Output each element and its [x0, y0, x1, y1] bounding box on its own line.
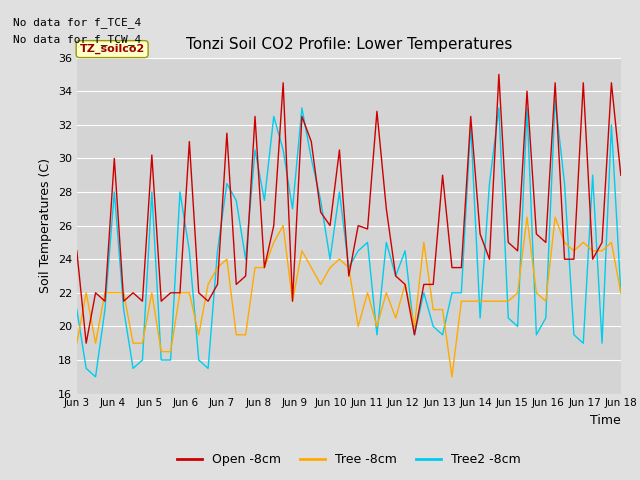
Tree -8cm: [448, 374, 456, 380]
Line: Open -8cm: Open -8cm: [77, 74, 621, 343]
Open -8cm: [167, 290, 175, 296]
Tree -8cm: [214, 264, 221, 270]
Text: No data for f_TCE_4: No data for f_TCE_4: [13, 17, 141, 28]
Tree2 -8cm: [92, 374, 99, 380]
Tree -8cm: [157, 348, 165, 354]
Open -8cm: [476, 231, 484, 237]
Tree2 -8cm: [139, 357, 147, 363]
Open -8cm: [223, 130, 230, 136]
Open -8cm: [73, 248, 81, 253]
Tree2 -8cm: [167, 357, 175, 363]
Tree2 -8cm: [73, 307, 81, 312]
Open -8cm: [101, 298, 109, 304]
Tree2 -8cm: [617, 290, 625, 296]
Tree2 -8cm: [551, 96, 559, 102]
Open -8cm: [139, 298, 147, 304]
Title: Tonzi Soil CO2 Profile: Lower Temperatures: Tonzi Soil CO2 Profile: Lower Temperatur…: [186, 37, 512, 52]
Tree -8cm: [92, 340, 99, 346]
X-axis label: Time: Time: [590, 414, 621, 427]
Text: No data for f_TCW_4: No data for f_TCW_4: [13, 35, 141, 46]
Tree -8cm: [73, 340, 81, 346]
Y-axis label: Soil Temperatures (C): Soil Temperatures (C): [39, 158, 52, 293]
Open -8cm: [495, 72, 502, 77]
Tree2 -8cm: [101, 307, 109, 312]
Tree2 -8cm: [223, 181, 230, 187]
Tree2 -8cm: [364, 240, 371, 245]
Tree -8cm: [523, 214, 531, 220]
Line: Tree2 -8cm: Tree2 -8cm: [77, 99, 621, 377]
Open -8cm: [364, 226, 371, 232]
Legend: Open -8cm, Tree -8cm, Tree2 -8cm: Open -8cm, Tree -8cm, Tree2 -8cm: [172, 448, 525, 471]
Tree -8cm: [617, 290, 625, 296]
Line: Tree -8cm: Tree -8cm: [77, 217, 621, 377]
Tree -8cm: [476, 298, 484, 304]
Tree2 -8cm: [476, 315, 484, 321]
Open -8cm: [617, 172, 625, 178]
Text: TZ_soilco2: TZ_soilco2: [79, 44, 145, 54]
Tree -8cm: [129, 340, 137, 346]
Open -8cm: [83, 340, 90, 346]
Tree -8cm: [355, 324, 362, 329]
